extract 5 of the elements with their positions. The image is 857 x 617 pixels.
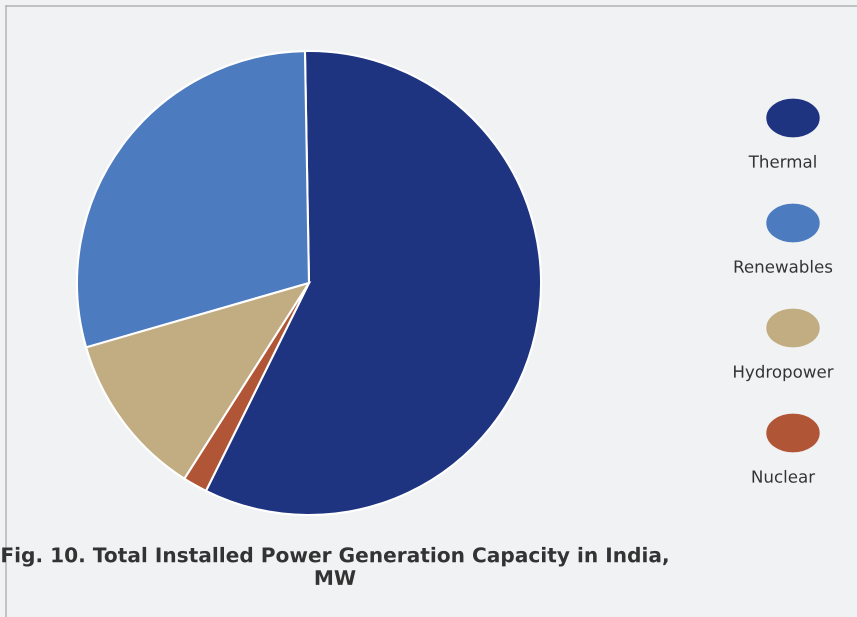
- text: Fig. 10. Total Installed Power Generation Capacity in India, MW: [2, 546, 668, 585]
- legend-label: Thermal: [748, 154, 816, 168]
- legend-label: Nuclear: [752, 470, 816, 483]
- legend-label: Hydropower: [734, 364, 834, 382]
- legend-label: Renewables: [734, 260, 832, 273]
